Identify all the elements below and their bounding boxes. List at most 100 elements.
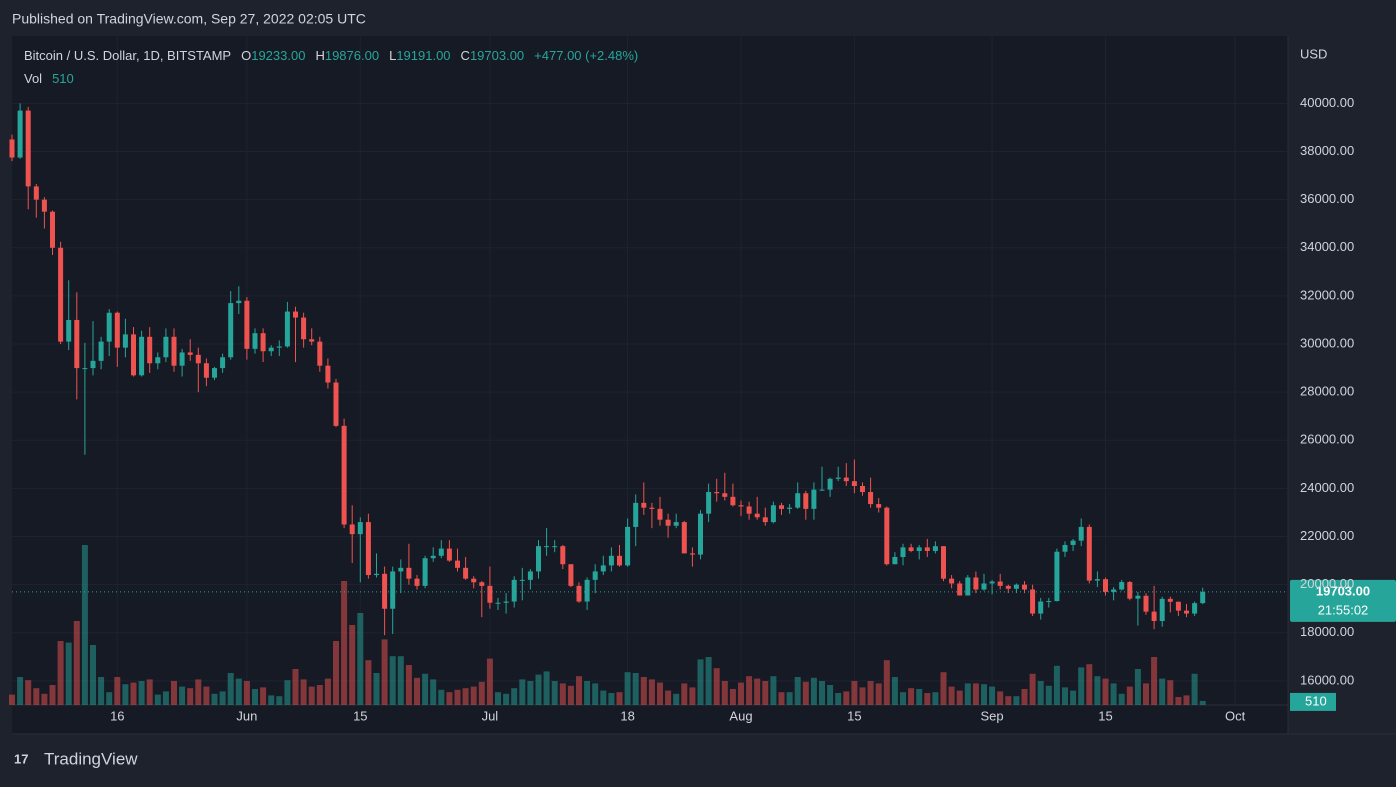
x-tick-label: Aug (729, 708, 752, 723)
candle-body (1127, 582, 1133, 599)
candle-body (568, 564, 574, 586)
volume-bar (592, 683, 599, 705)
volume-bar (227, 673, 234, 705)
volume-bar (851, 681, 858, 705)
volume-bar (608, 693, 615, 705)
candle-body (827, 478, 833, 490)
volume-bar (284, 680, 291, 705)
volume-bar (924, 693, 931, 705)
candle-body (673, 522, 679, 526)
candle-body (74, 319, 80, 369)
y-tick-label: 28000.00 (1300, 384, 1354, 399)
candle-body (147, 336, 153, 364)
volume-bar (673, 693, 680, 705)
candle-body (382, 573, 388, 609)
candle-body (1070, 540, 1076, 545)
candle-body (665, 519, 671, 526)
candle-body (203, 363, 209, 378)
volume-bar (252, 689, 258, 705)
volume-bar (875, 683, 882, 705)
candle-body (244, 300, 250, 349)
volume-bar (916, 689, 923, 705)
volume-bar (511, 688, 518, 705)
volume-bar (883, 660, 890, 705)
volume-bar (1013, 696, 1020, 705)
volume-bar (1191, 673, 1198, 705)
candle-body (835, 477, 841, 479)
volume-bar (438, 689, 445, 705)
volume-bar (972, 683, 979, 705)
price-tag (1290, 579, 1396, 622)
volume-bar (179, 686, 186, 705)
y-tick-label: 22000.00 (1300, 528, 1354, 543)
volume-bar (122, 684, 129, 705)
volume-bar (1143, 683, 1149, 705)
volume-bar (600, 690, 607, 705)
candle-body (608, 555, 614, 566)
volume-bar (1094, 676, 1101, 705)
published: Published on TradingView.com, Sep 27, 20… (12, 11, 366, 27)
c-value: 19703.00 (470, 48, 524, 63)
candle-body (390, 571, 396, 609)
candle-body (301, 317, 307, 340)
candle-body (511, 579, 517, 602)
candle-body (58, 247, 64, 342)
volume-bar (729, 689, 736, 705)
candle-body (114, 312, 120, 348)
candle-body (957, 583, 963, 596)
candle-body (754, 513, 760, 518)
volume-bar (49, 685, 56, 705)
candle-body (527, 571, 533, 580)
x-tick-label: 15 (353, 708, 367, 723)
candle-body (1192, 603, 1198, 614)
h-label: H (315, 48, 324, 63)
volume-bar (948, 686, 955, 705)
candle-body (155, 357, 161, 364)
candle-body (268, 347, 274, 352)
candle-body (941, 546, 946, 579)
volume-bar (997, 691, 1004, 705)
candle-body (17, 110, 23, 158)
candle-body (50, 211, 55, 248)
volume-bar (981, 684, 987, 705)
candle-body (41, 199, 47, 212)
volume-bar (300, 679, 307, 705)
volume-bar (187, 688, 194, 705)
volume-bar (1167, 680, 1174, 705)
y-tick-label: 34000.00 (1300, 239, 1354, 254)
candle-body (924, 547, 930, 551)
candle-body (876, 504, 882, 508)
volume-bar (381, 639, 388, 705)
candle-body (495, 602, 501, 604)
volume-bar (9, 694, 15, 705)
volume-bar (1053, 665, 1060, 705)
volume-bar (446, 692, 453, 705)
y-tick-label: 16000.00 (1300, 672, 1354, 687)
candle-body (131, 334, 136, 376)
y-tick-label: 40000.00 (1300, 95, 1354, 110)
candle-body (811, 489, 817, 509)
volume-bar (373, 673, 380, 705)
volume-bar (584, 681, 591, 705)
candle-body (106, 312, 112, 342)
volume-bar (657, 682, 663, 705)
candle-body (536, 546, 541, 572)
candle-body (212, 368, 217, 378)
volume-bar (794, 677, 801, 705)
candle-body (220, 357, 226, 369)
volume-bar (559, 683, 566, 705)
volume-bar (616, 692, 623, 705)
candle-body (1005, 585, 1011, 589)
candle-body (843, 477, 849, 482)
volume-bar (697, 659, 704, 705)
brand: TradingView (44, 749, 138, 768)
volume-bar (543, 671, 550, 705)
volume-bar (989, 686, 996, 705)
volume-bar (940, 672, 947, 705)
candle-body (479, 582, 485, 586)
candle-body (965, 577, 971, 596)
candle-body (398, 567, 404, 572)
candle-body (746, 506, 752, 514)
candle-body (25, 110, 31, 187)
